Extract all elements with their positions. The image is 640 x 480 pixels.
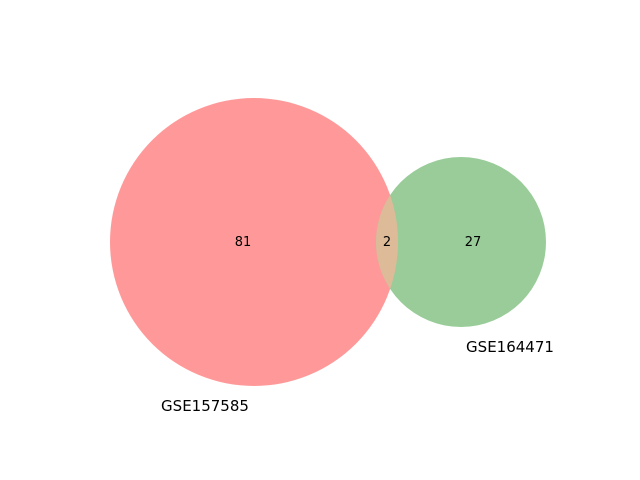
set-b-label: GSE164471	[466, 338, 554, 356]
set-b-circle	[376, 157, 546, 327]
only-b-count: 27	[465, 235, 482, 250]
set-a-circle	[110, 98, 398, 386]
only-a-count: 81	[235, 235, 252, 250]
intersection-count: 2	[383, 235, 391, 250]
set-a-label: GSE157585	[161, 397, 249, 415]
